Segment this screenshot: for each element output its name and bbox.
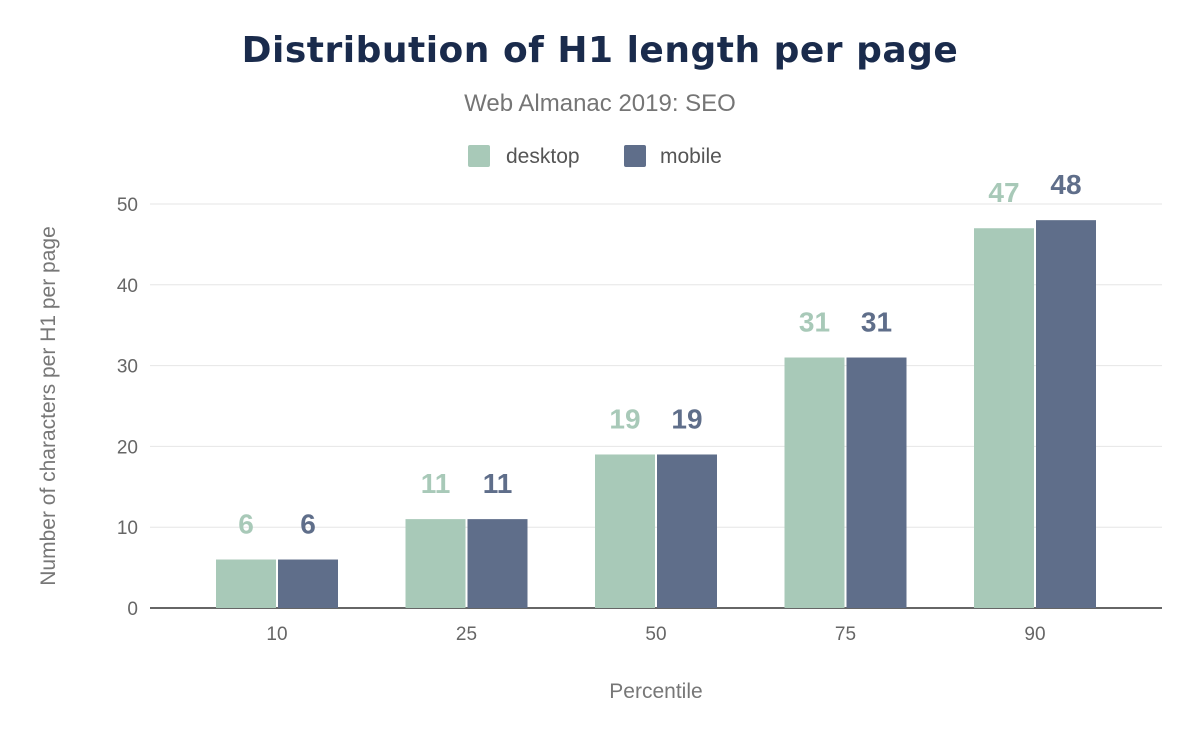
bar-mobile [657, 454, 717, 608]
bar-desktop [405, 519, 466, 608]
y-tick-label: 10 [117, 518, 138, 539]
bar-mobile [278, 559, 338, 608]
x-tick-label: 75 [835, 624, 856, 645]
y-tick-label: 50 [117, 195, 138, 216]
data-label-mobile: 11 [483, 468, 513, 499]
y-tick-label: 0 [127, 599, 138, 620]
bar-desktop [974, 228, 1034, 609]
legend-label-desktop: desktop [506, 145, 580, 168]
bar-desktop [216, 559, 276, 608]
data-label-desktop: 11 [421, 468, 451, 499]
bar-mobile [1036, 220, 1096, 608]
data-label-mobile: 31 [861, 307, 892, 338]
data-label-desktop: 47 [988, 177, 1019, 208]
bar-mobile [846, 357, 907, 608]
x-tick-label: 50 [645, 624, 666, 645]
legend-swatch-desktop [468, 145, 490, 167]
y-axis-label: Number of characters per H1 per page [37, 226, 60, 586]
data-label-mobile: 19 [671, 403, 702, 434]
data-label-desktop: 6 [238, 509, 254, 540]
legend-label-mobile: mobile [660, 145, 722, 168]
legend-swatch-mobile [624, 145, 646, 167]
x-tick-label: 25 [456, 624, 477, 645]
chart-subtitle: Web Almanac 2019: SEO [464, 90, 736, 117]
bar-desktop [784, 357, 845, 608]
data-label-desktop: 31 [799, 307, 830, 338]
data-label-desktop: 19 [609, 403, 640, 434]
data-label-mobile: 6 [300, 509, 316, 540]
x-tick-label: 10 [266, 624, 287, 645]
chart-title: Distribution of H1 length per page [241, 30, 959, 71]
x-axis-label: Percentile [609, 680, 702, 703]
y-tick-label: 40 [117, 276, 138, 297]
bar-mobile [467, 519, 528, 608]
x-tick-label: 90 [1024, 624, 1045, 645]
y-tick-label: 20 [117, 437, 138, 458]
bar-desktop [595, 454, 655, 608]
data-label-mobile: 48 [1050, 169, 1081, 200]
y-tick-label: 30 [117, 357, 138, 378]
